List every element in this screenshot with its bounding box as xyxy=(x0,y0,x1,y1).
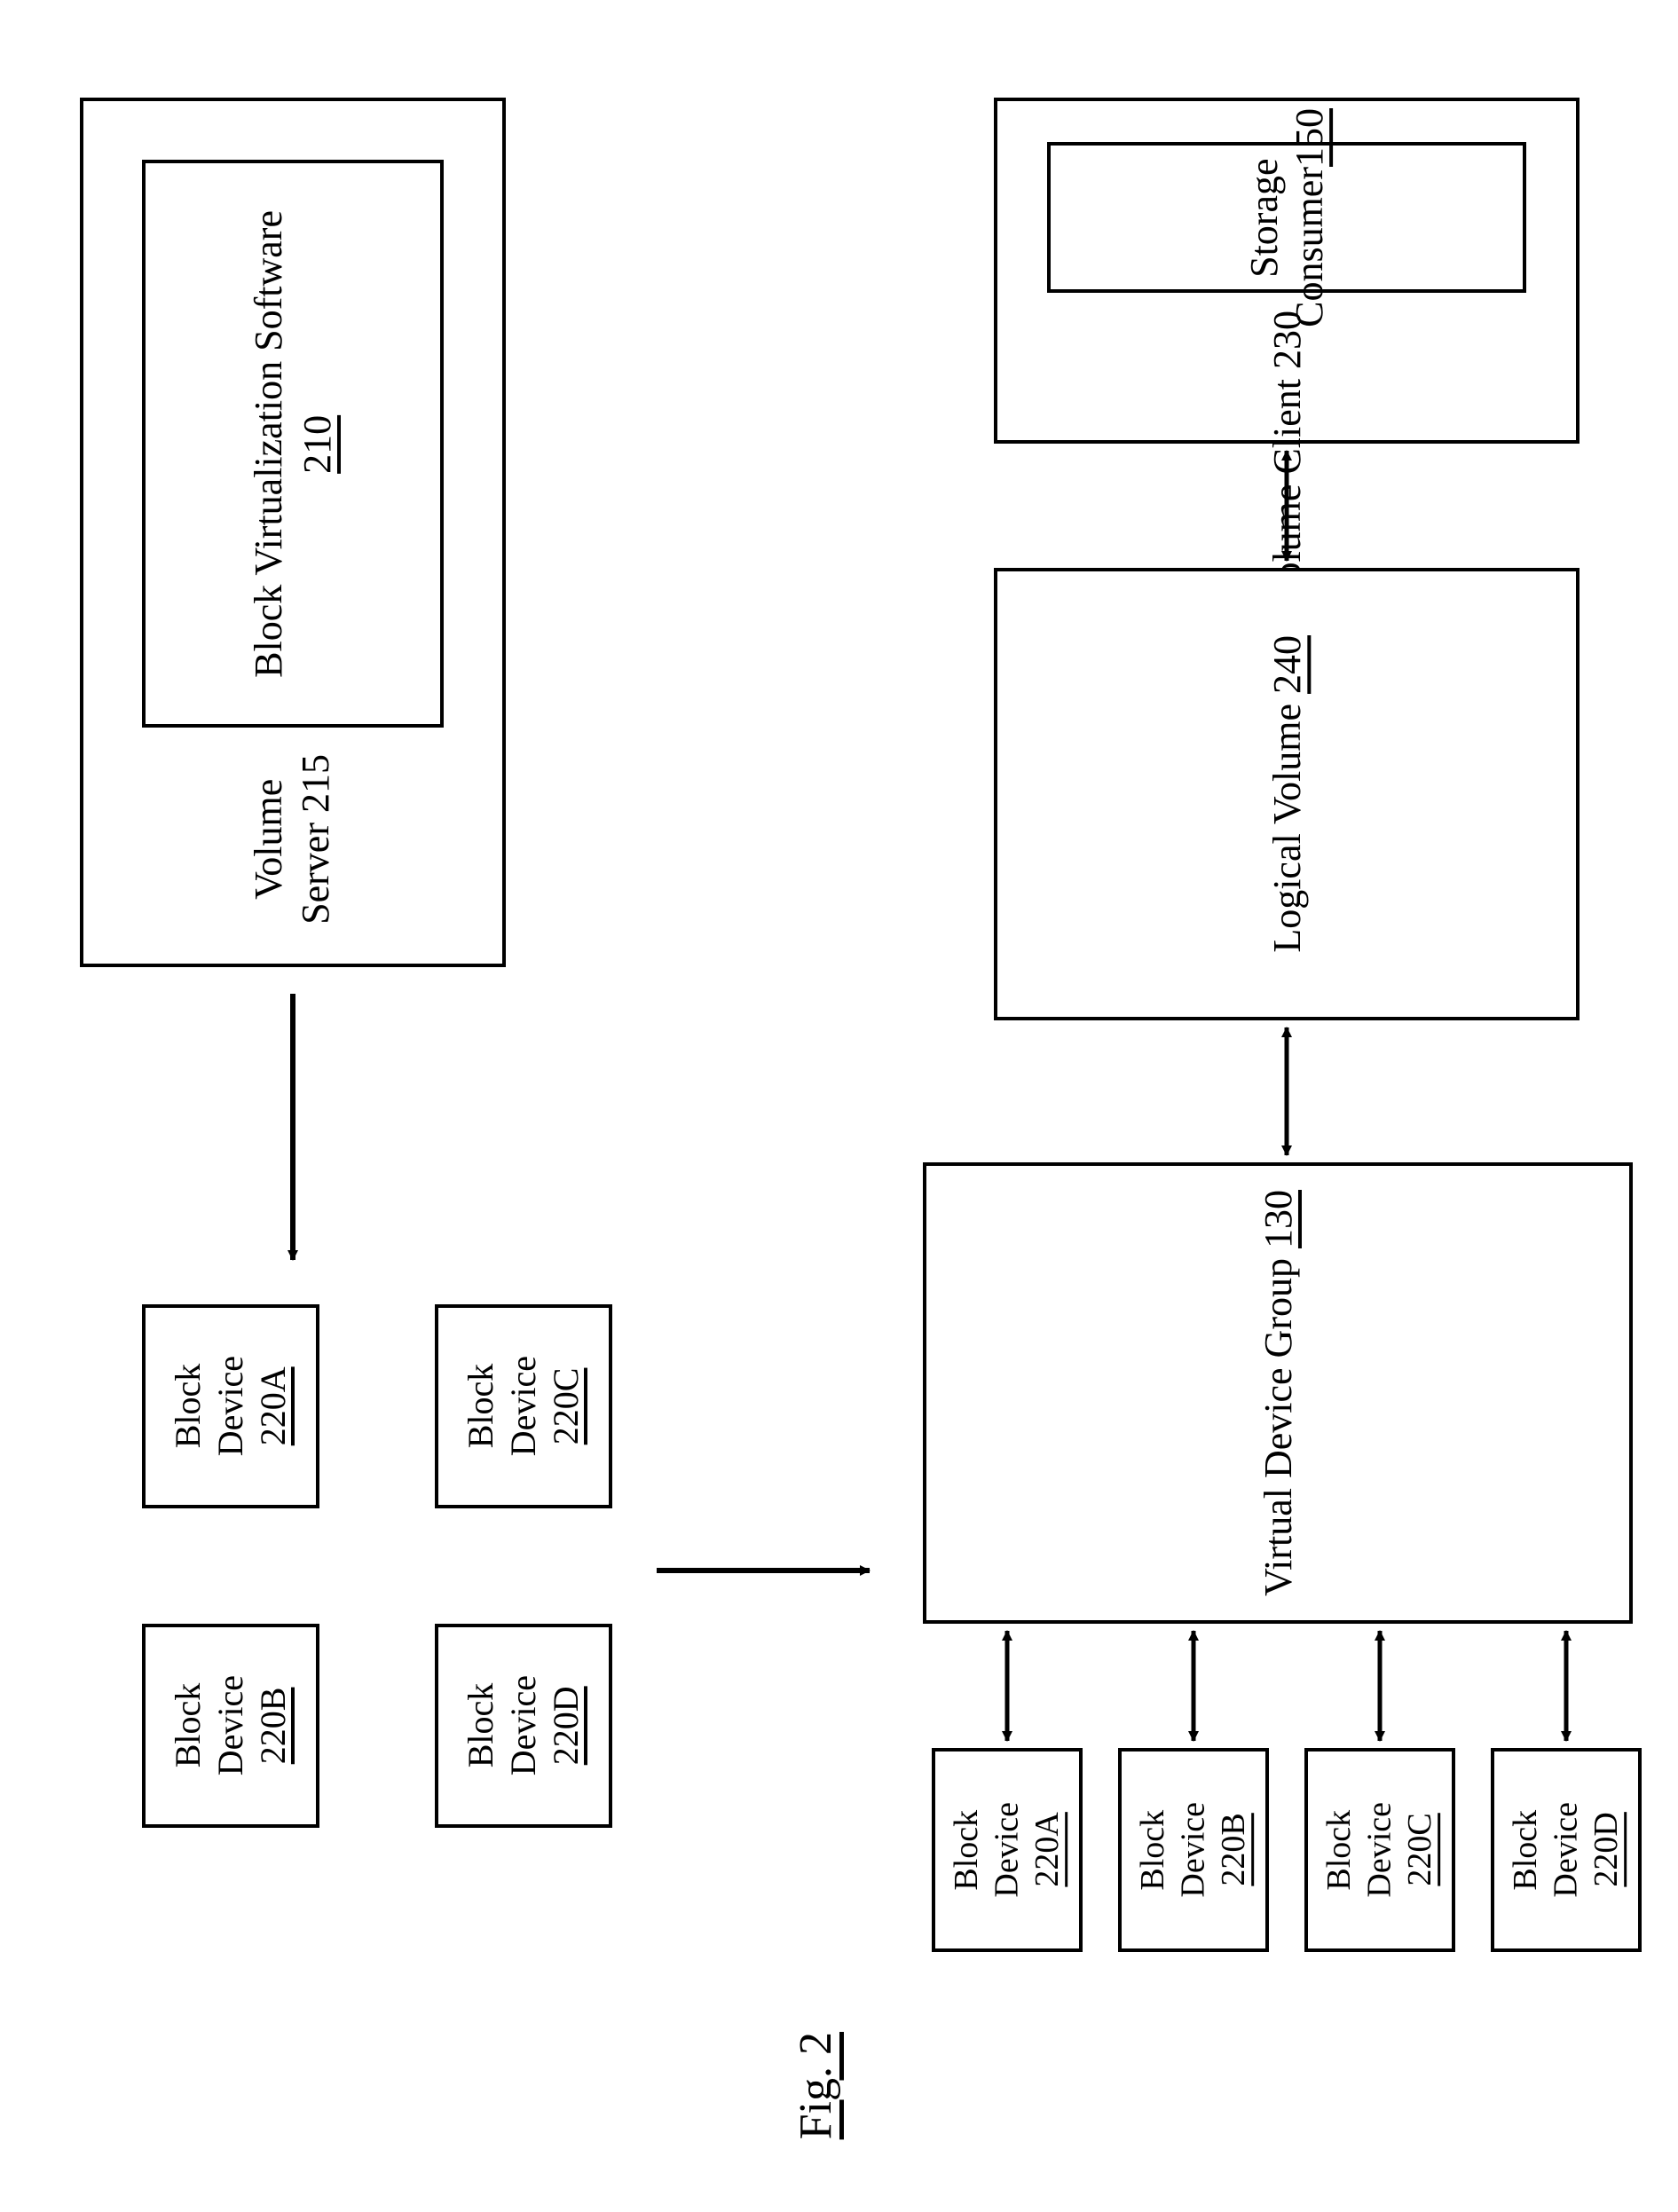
logical-volume-box: Logical Volume 240 xyxy=(994,568,1580,1020)
bvs-label: Block Virtualization Software xyxy=(247,210,290,678)
logical-volume-ref: 240 xyxy=(1265,635,1309,694)
right-block-device-220c: Block Device 220C xyxy=(1304,1748,1455,1952)
left-block-device-220c: Block Device 220C xyxy=(435,1304,612,1508)
logical-volume-label: Logical Volume xyxy=(1265,694,1309,953)
figure-label: Fig. 2 xyxy=(790,2032,842,2151)
vdg-label: Virtual Device Group xyxy=(1257,1248,1300,1596)
volume-server-label: Volume Server 215 xyxy=(80,754,506,925)
storage-consumer-label: Storage Consumer xyxy=(1242,158,1331,327)
left-block-device-220d: Block Device 220D xyxy=(435,1624,612,1828)
right-block-device-220b: Block Device 220B xyxy=(1118,1748,1269,1952)
left-block-device-220b: Block Device 220B xyxy=(142,1624,319,1828)
volume-client-label: Volume Client 230 xyxy=(994,311,1580,605)
left-block-device-220a: Block Device 220A xyxy=(142,1304,319,1508)
virtual-device-group-box: Virtual Device Group 130 xyxy=(923,1162,1633,1624)
storage-consumer-ref: 150 xyxy=(1288,108,1331,167)
right-block-device-220d: Block Device 220D xyxy=(1491,1748,1642,1952)
block-virtualization-software-box: Block Virtualization Software 210 xyxy=(142,160,444,728)
bvs-ref: 210 xyxy=(295,414,339,473)
storage-consumer-box: Storage Consumer150 xyxy=(1047,142,1526,293)
right-block-device-220a: Block Device 220A xyxy=(932,1748,1083,1952)
vdg-ref: 130 xyxy=(1257,1190,1300,1248)
